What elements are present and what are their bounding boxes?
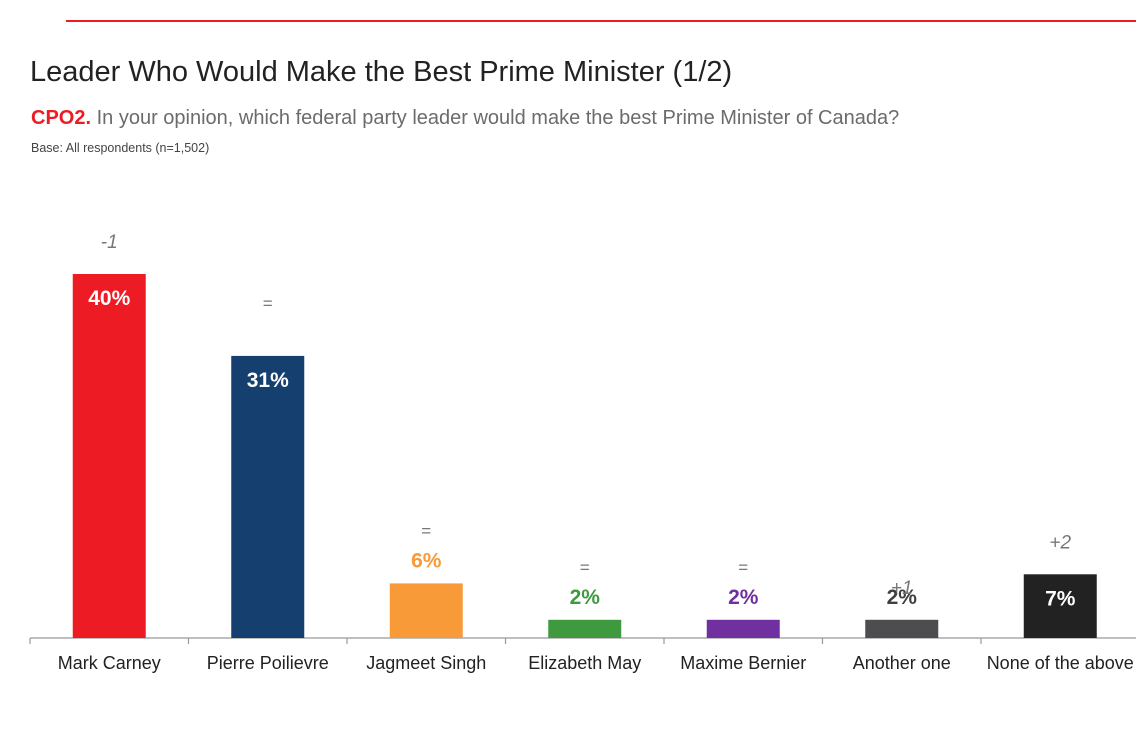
change-label: = — [738, 558, 748, 577]
value-label: 6% — [411, 549, 442, 572]
bar-2 — [389, 583, 463, 638]
bar-0 — [72, 274, 146, 638]
page-title: Leader Who Would Make the Best Prime Min… — [30, 56, 733, 88]
bar-5 — [865, 619, 939, 638]
category-label: None of the above — [987, 653, 1134, 673]
change-label: = — [263, 294, 273, 313]
base-note: Base: All respondents (n=1,502) — [31, 141, 210, 155]
change-label: +2 — [1049, 532, 1071, 553]
value-label: 2% — [570, 586, 601, 609]
question-line: CPO2. In your opinion, which federal par… — [31, 107, 899, 130]
value-label: 2% — [887, 586, 918, 609]
category-label: Jagmeet Singh — [366, 653, 486, 673]
change-label: = — [421, 521, 431, 540]
question-code: CPO2. — [31, 107, 92, 129]
change-label: -1 — [101, 232, 118, 253]
change-label: = — [580, 558, 590, 577]
value-label: 7% — [1045, 587, 1076, 610]
bar-6 — [1023, 574, 1097, 638]
bar-4 — [706, 619, 780, 638]
category-label: Another one — [853, 653, 951, 673]
value-label: 40% — [88, 287, 130, 310]
value-label: 31% — [247, 369, 289, 392]
category-label: Mark Carney — [58, 653, 161, 673]
category-label: Maxime Bernier — [680, 653, 806, 673]
top-accent-rule — [66, 20, 1136, 22]
bar-3 — [548, 619, 622, 638]
change-label: +1 — [891, 578, 913, 599]
value-label: 2% — [728, 586, 759, 609]
category-label: Elizabeth May — [528, 653, 641, 673]
bar-1 — [231, 355, 305, 638]
question-text: In your opinion, which federal party lea… — [96, 107, 900, 129]
category-label: Pierre Poilievre — [207, 653, 329, 673]
